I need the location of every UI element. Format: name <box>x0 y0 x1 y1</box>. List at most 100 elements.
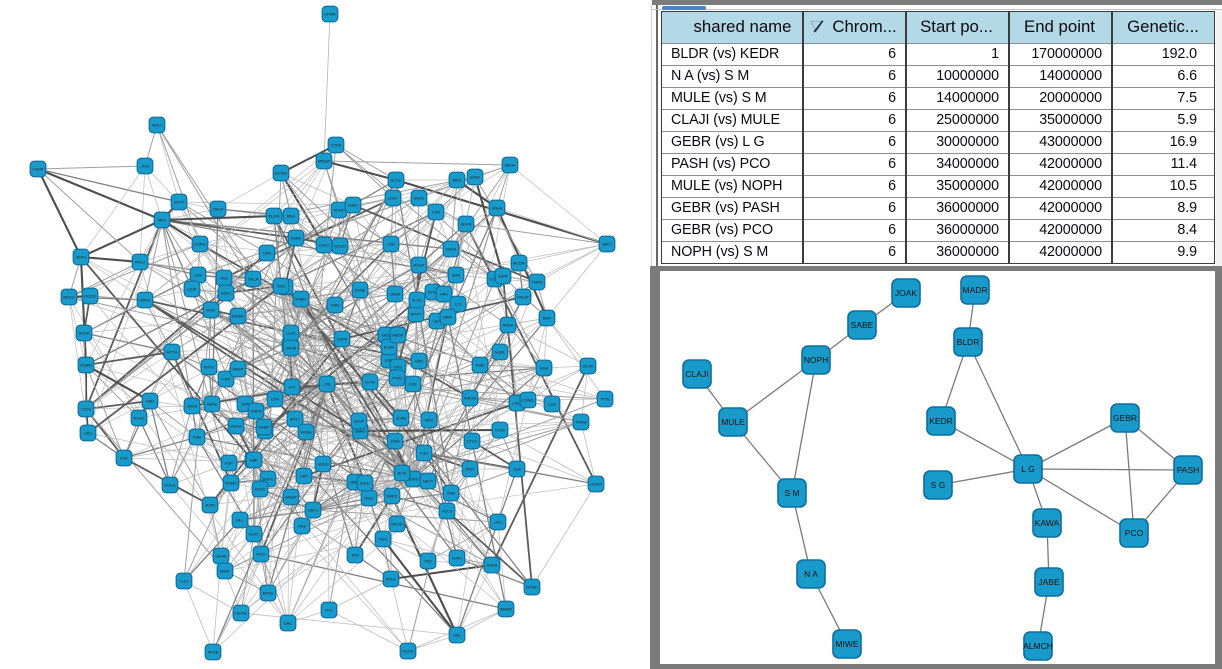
svg-text:KAWA: KAWA <box>1035 518 1060 528</box>
svg-text:CNPK: CNPK <box>337 337 348 342</box>
svg-text:DPSU: DPSU <box>263 591 274 596</box>
svg-text:LCKT: LCKT <box>388 196 399 201</box>
svg-text:UPMR: UPMR <box>324 12 336 17</box>
svg-text:MADR: MADR <box>962 285 987 295</box>
svg-text:DUBM: DUBM <box>80 363 91 368</box>
svg-text:WBOA: WBOA <box>464 396 476 401</box>
svg-text:N A: N A <box>804 569 818 579</box>
svg-text:RUAC: RUAC <box>133 416 144 421</box>
svg-text:JGP: JGP <box>241 402 249 407</box>
svg-text:ARGA: ARGA <box>502 323 513 328</box>
svg-text:HAK: HAK <box>440 292 448 297</box>
svg-text:NCOO: NCOO <box>402 649 414 654</box>
svg-text:SKHN: SKHN <box>461 222 472 227</box>
svg-text:MKS: MKS <box>453 178 462 183</box>
svg-text:S M: S M <box>784 488 799 498</box>
svg-text:WHAP: WHAP <box>258 425 270 430</box>
svg-text:EJOO: EJOO <box>319 243 330 248</box>
svg-text:MTLT: MTLT <box>290 417 300 422</box>
svg-text:NEKE: NEKE <box>207 402 218 407</box>
svg-text:EUHJ: EUHJ <box>360 481 370 486</box>
svg-text:ORPL: ORPL <box>443 315 454 320</box>
svg-text:DDSR: DDSR <box>78 331 89 336</box>
svg-text:HEON: HEON <box>235 611 246 616</box>
svg-text:GEBR: GEBR <box>1113 413 1137 423</box>
svg-text:GKNA: GKNA <box>215 554 226 559</box>
svg-text:PNOJ: PNOJ <box>135 260 145 265</box>
svg-text:LEB: LEB <box>548 402 556 407</box>
svg-text:EBP: EBP <box>250 458 258 463</box>
svg-text:KDB: KDB <box>447 491 455 496</box>
svg-text:OTR: OTR <box>271 397 279 402</box>
svg-text:TCSK: TCSK <box>495 428 506 433</box>
svg-text:HREP: HREP <box>233 367 244 372</box>
svg-text:BLDR: BLDR <box>957 337 980 347</box>
svg-text:CWC: CWC <box>378 537 387 542</box>
svg-text:HSLT: HSLT <box>364 496 374 501</box>
svg-text:EWR: EWR <box>498 274 507 279</box>
svg-text:SWSA: SWSA <box>300 430 312 435</box>
svg-text:JDJE: JDJE <box>397 471 407 476</box>
svg-text:UEAA: UEAA <box>390 292 401 297</box>
svg-text:DJD: DJD <box>120 456 128 461</box>
svg-text:S G: S G <box>931 480 946 490</box>
svg-text:OTL: OTL <box>325 608 333 613</box>
svg-text:KKB: KKB <box>193 435 201 440</box>
svg-text:LDE: LDE <box>323 382 331 387</box>
svg-text:OJH: OJH <box>432 210 440 215</box>
svg-text:HLRT: HLRT <box>249 532 260 537</box>
svg-text:KNN: KNN <box>331 303 339 308</box>
svg-text:RKOH: RKOH <box>391 522 402 527</box>
svg-text:TTUS: TTUS <box>81 407 92 412</box>
svg-text:JOAK: JOAK <box>895 288 918 298</box>
svg-text:GMU: GMU <box>276 284 285 289</box>
svg-text:CGRO: CGRO <box>194 242 206 247</box>
svg-text:BGPC: BGPC <box>262 477 273 482</box>
svg-text:JAS: JAS <box>220 276 228 281</box>
svg-text:WMET: WMET <box>295 297 308 302</box>
svg-text:CGE: CGE <box>194 273 203 278</box>
svg-text:RSO: RSO <box>466 467 474 472</box>
svg-text:LTJ: LTJ <box>455 302 461 307</box>
svg-text:JCAB: JCAB <box>396 416 406 421</box>
svg-text:HLCS: HLCS <box>442 509 453 514</box>
svg-text:JLBR: JLBR <box>384 358 394 363</box>
svg-text:TJTK: TJTK <box>221 377 231 382</box>
svg-text:MJBL: MJBL <box>495 350 506 355</box>
svg-text:HSAS: HSAS <box>446 247 457 252</box>
svg-text:KEP: KEP <box>225 461 233 466</box>
svg-text:KRTU: KRTU <box>204 365 215 370</box>
svg-text:MBSK: MBSK <box>392 333 403 338</box>
svg-text:MCNA: MCNA <box>230 424 242 429</box>
svg-text:NEUA: NEUA <box>505 163 516 168</box>
svg-text:PASH: PASH <box>1177 465 1200 475</box>
svg-text:ELSB: ELSB <box>384 345 394 350</box>
svg-text:OBHC: OBHC <box>139 298 150 303</box>
svg-text:HCEM: HCEM <box>590 482 601 487</box>
svg-text:TMJH: TMJH <box>348 203 359 208</box>
svg-text:ACKC: ACKC <box>255 487 266 492</box>
svg-text:JSH: JSH <box>387 242 395 247</box>
svg-text:MNSW: MNSW <box>318 159 331 164</box>
svg-text:OCSK: OCSK <box>582 364 593 369</box>
svg-text:MTTH: MTTH <box>167 350 178 355</box>
svg-text:HSGP: HSGP <box>413 263 424 268</box>
svg-text:TPTE: TPTE <box>600 397 610 402</box>
svg-text:GKLA: GKLA <box>248 277 259 282</box>
svg-text:KEPU: KEPU <box>76 255 87 260</box>
svg-text:LEJK: LEJK <box>187 287 197 292</box>
svg-text:LLKK: LLKK <box>286 331 296 336</box>
svg-text:WTPT: WTPT <box>410 312 422 317</box>
svg-text:LWEA: LWEA <box>350 480 361 485</box>
svg-text:TMHN: TMHN <box>531 280 542 285</box>
svg-text:ALMCH: ALMCH <box>1023 641 1053 651</box>
svg-text:NOMD: NOMD <box>526 585 538 590</box>
svg-text:NETT: NETT <box>423 479 434 484</box>
svg-text:AMUP: AMUP <box>285 495 297 500</box>
svg-text:ROLE: ROLE <box>386 577 397 582</box>
svg-text:PTHO: PTHO <box>392 376 403 381</box>
svg-text:TKN: TKN <box>351 553 359 558</box>
svg-text:AOUU: AOUU <box>317 462 328 467</box>
svg-text:ACHO: ACHO <box>333 208 344 213</box>
svg-text:PCO: PCO <box>1125 528 1144 538</box>
